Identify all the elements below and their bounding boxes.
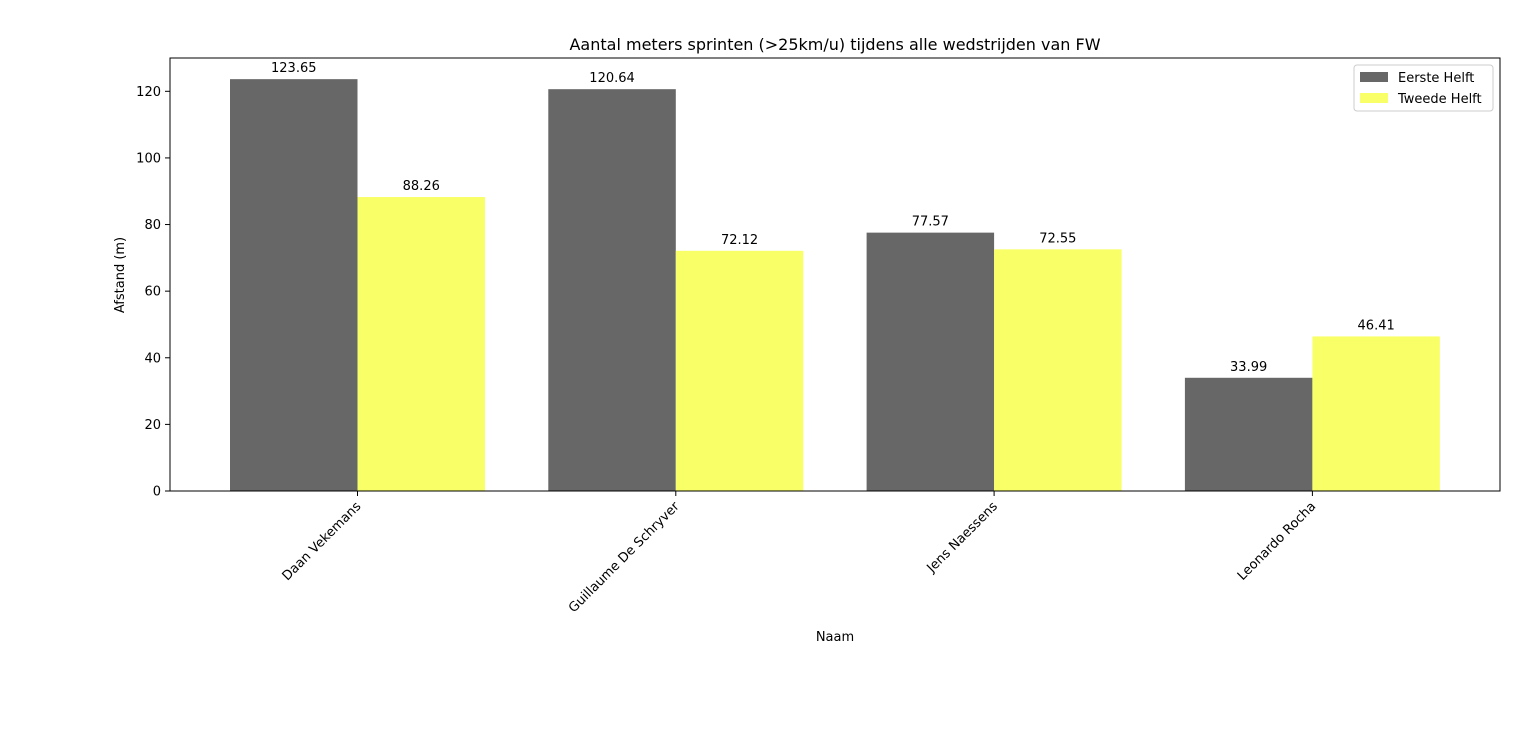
bar-tweede-3 xyxy=(1312,336,1440,491)
y-tick-label: 0 xyxy=(153,485,161,500)
plot-frame xyxy=(169,57,1501,492)
legend-swatch xyxy=(1360,72,1388,82)
data-labels-group: 123.65 120.64 77.57 33.99 88.26 72.12 72.55 46.… xyxy=(271,61,1395,375)
x-tick-label: Jens Naessens xyxy=(924,499,1001,576)
y-tick-label: 80 xyxy=(144,218,161,233)
legend-entry: Tweede Helft xyxy=(1397,92,1482,107)
x-axis-label: Naam xyxy=(816,630,854,645)
bar-eerste-0 xyxy=(230,79,358,491)
data-label: 72.12 xyxy=(721,233,758,248)
y-axis: 0 20 40 60 80 100 120 xyxy=(136,85,170,500)
data-label: 72.55 xyxy=(1039,231,1076,246)
x-tick-label: Daan Vekemans xyxy=(280,499,365,584)
y-axis-label: Afstand (m) xyxy=(113,237,128,313)
data-label: 33.99 xyxy=(1230,360,1267,375)
data-label: 123.65 xyxy=(271,61,317,76)
y-tick-label: 60 xyxy=(144,285,161,300)
data-label: 46.41 xyxy=(1358,318,1395,333)
legend-swatch xyxy=(1360,93,1388,103)
data-label: 77.57 xyxy=(912,215,949,230)
bar-tweede-0 xyxy=(357,197,485,491)
y-tick-label: 100 xyxy=(136,151,161,166)
legend-box xyxy=(1353,64,1494,112)
y-tick-label: 120 xyxy=(136,85,161,100)
y-tick-label: 40 xyxy=(144,351,161,366)
x-tick-label: Guillaume De Schryver xyxy=(566,499,683,616)
bar-eerste-3 xyxy=(1184,377,1313,491)
x-tick-label: Leonardo Rocha xyxy=(1235,499,1319,583)
bar-eerste-1 xyxy=(548,89,676,492)
legend: Eerste Helft Tweede Helft xyxy=(1353,64,1494,112)
data-label: 120.64 xyxy=(589,71,635,86)
bar-tweede-1 xyxy=(675,250,804,491)
data-label: 88.26 xyxy=(403,179,440,194)
bar-tweede-2 xyxy=(994,249,1122,491)
bars-group xyxy=(230,79,1440,492)
chart-title: Aantal meters sprinten (>25km/u) tijdens… xyxy=(569,35,1100,54)
x-axis: Daan Vekemans Guillaume De Schryver Jens N… xyxy=(280,491,1319,616)
bar-eerste-2 xyxy=(866,232,995,491)
legend-entry: Eerste Helft xyxy=(1398,71,1474,86)
y-tick-label: 20 xyxy=(144,418,161,433)
